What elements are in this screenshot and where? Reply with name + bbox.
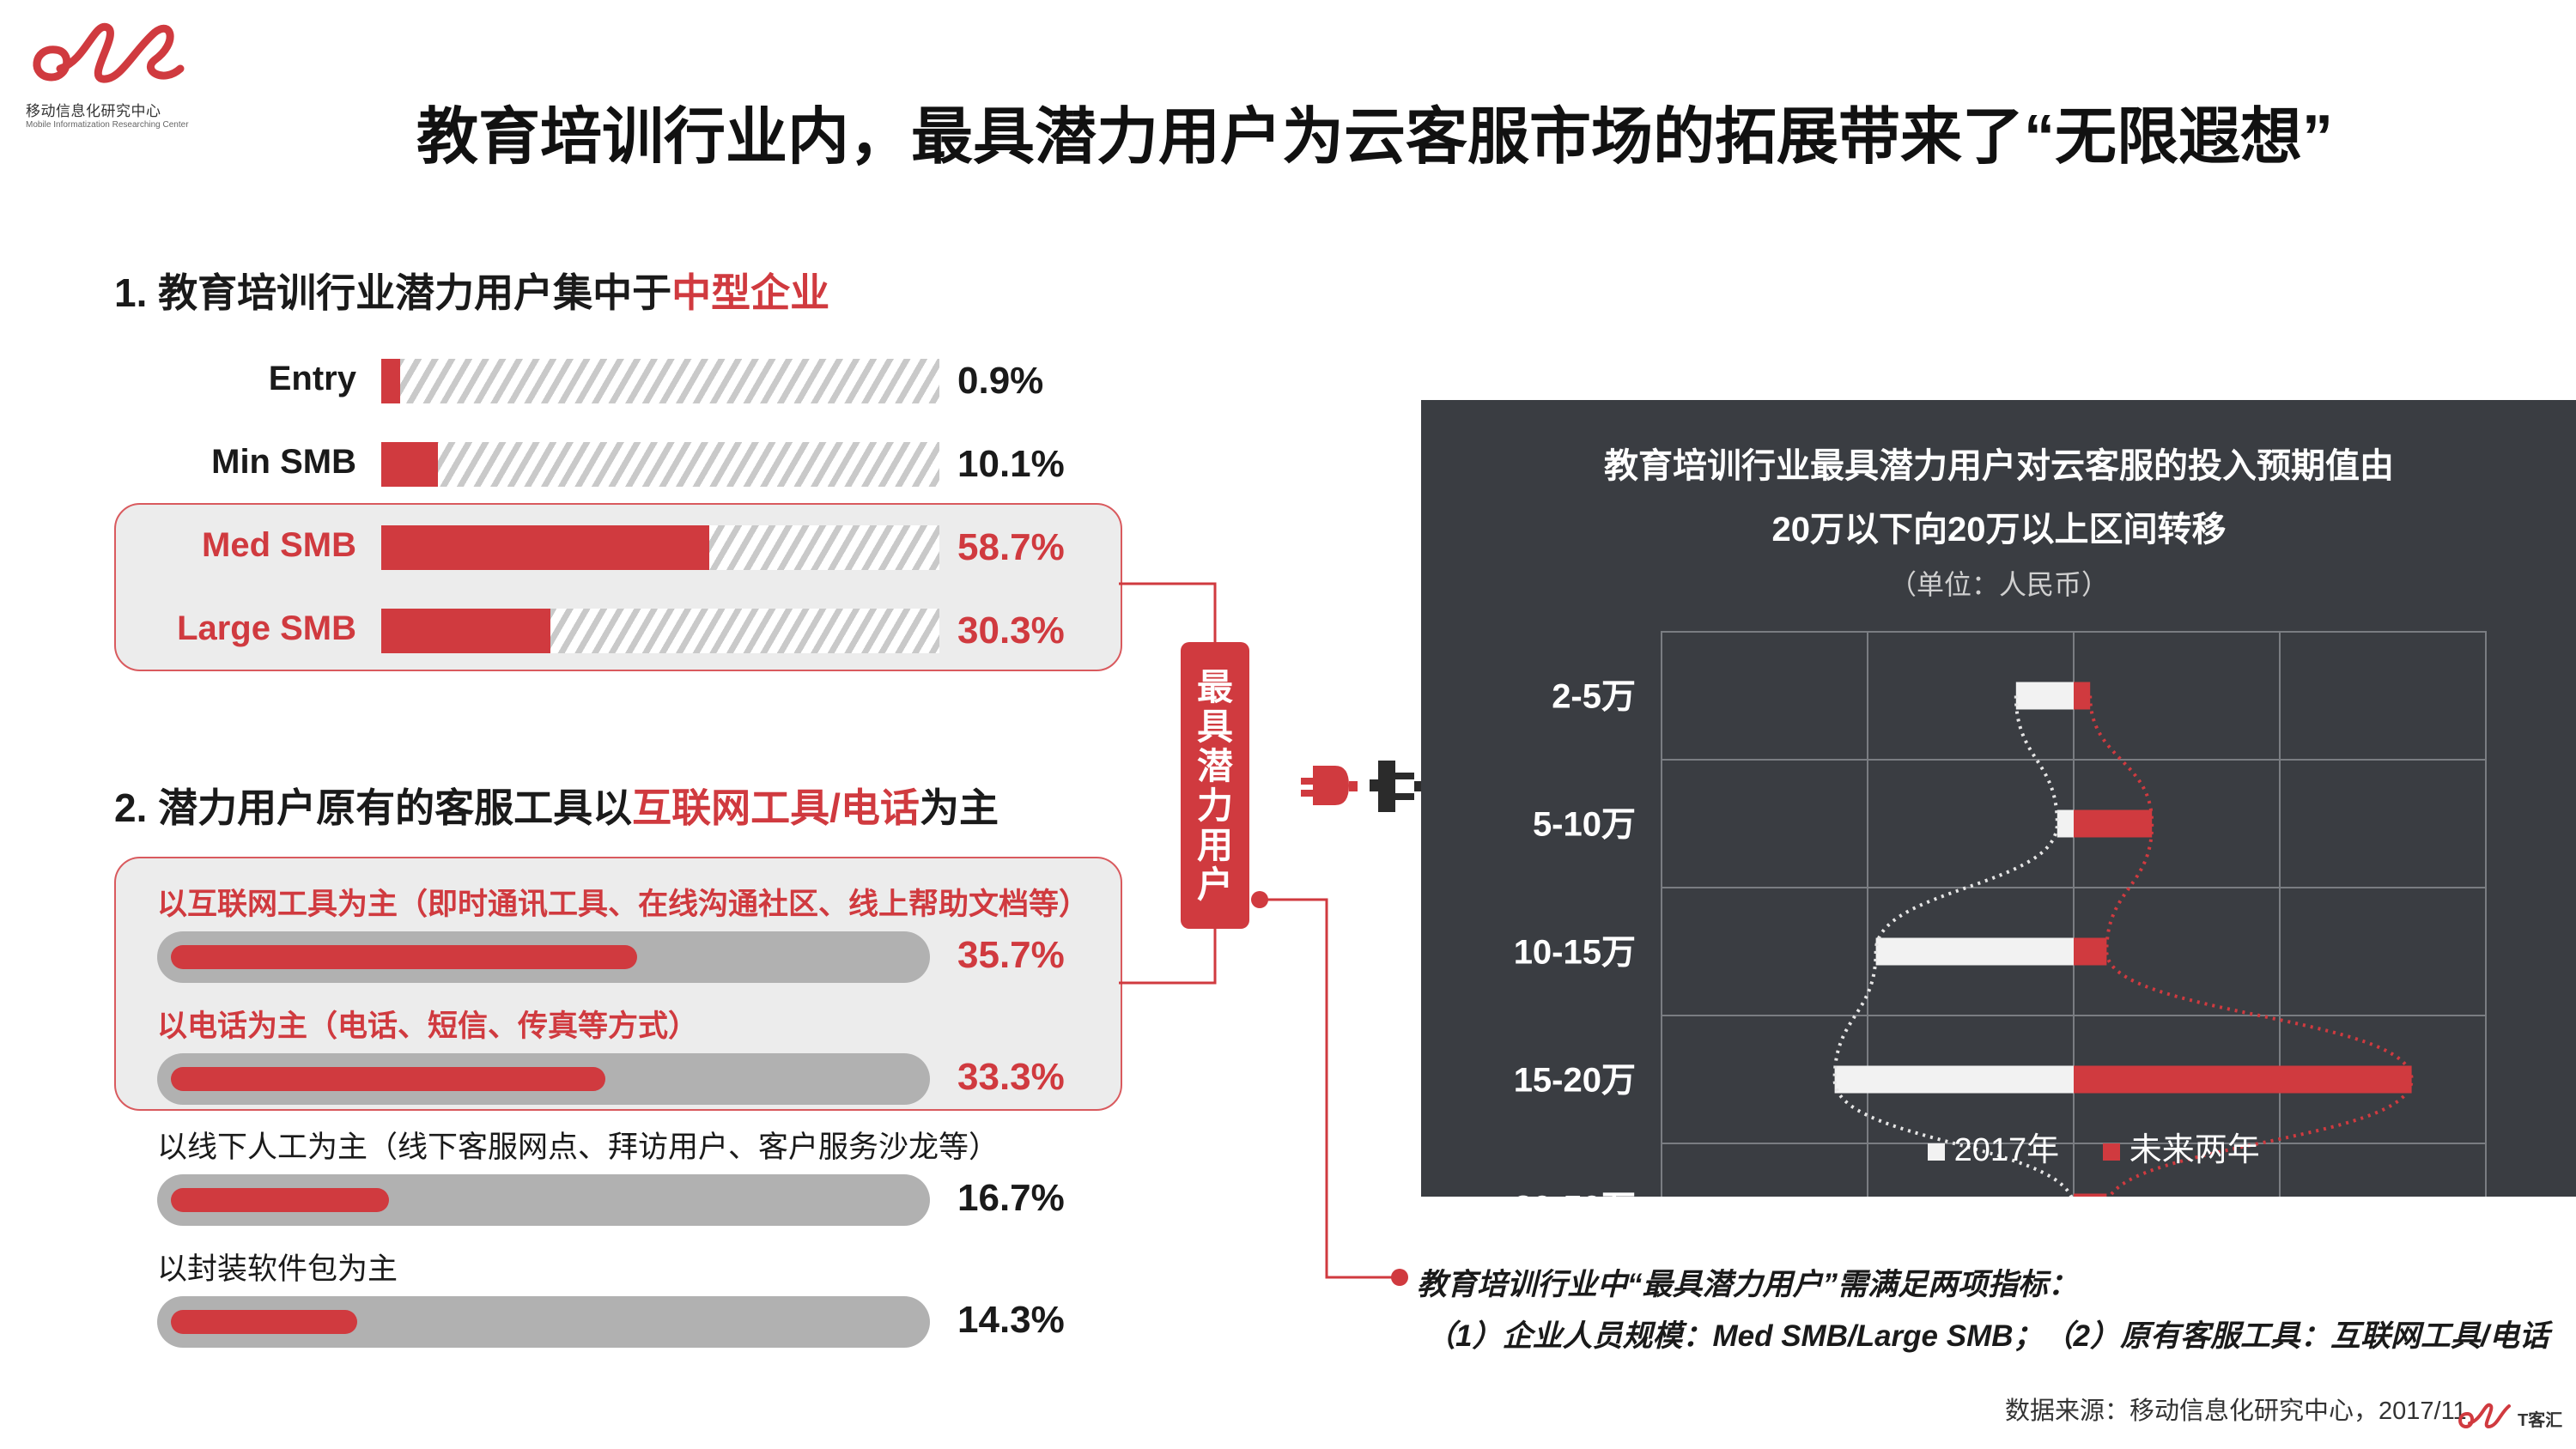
trend-curve-future <box>2088 695 2414 1197</box>
plug-icon <box>1301 761 1430 812</box>
investment-bar-chart: 2-5万 5-10万 10-15万 15-20万 20-50万 <box>1514 631 2487 1197</box>
company-size-label: Entry <box>268 360 356 397</box>
service-tool-pct: 14.3% <box>957 1299 1065 1341</box>
section2-title-suffix: 为主 <box>919 785 999 830</box>
service-tool-bar-track <box>157 1296 930 1348</box>
logo-org-en: Mobile Informatization Researching Cente… <box>26 120 189 130</box>
y-tick-label: 5-10万 <box>1533 806 1636 844</box>
y-tick-label: 2-5万 <box>1552 678 1636 716</box>
page-title: 教育培训行业内，最具潜力用户为云客服市场的拓展带来了“无限遐想” <box>416 103 2334 172</box>
note-line2: （1）企业人员规模：Med SMB/Large SMB；（2）原有客服工具：互联… <box>1425 1319 2549 1353</box>
chart-legend: 2017年 未来两年 <box>1928 1123 2260 1170</box>
service-tool-pct: 35.7% <box>957 934 1065 976</box>
bar-2017 <box>2015 682 2074 710</box>
bar-future <box>2074 809 2153 838</box>
section1-title: 1. 教育培训行业潜力用户集中于中型企业 <box>114 262 829 318</box>
company-size-pct: 10.1% <box>957 443 1065 485</box>
service-tool-label: 以线下人工为主（线下客服网点、拜访用户、客户服务沙龙等） <box>157 1131 999 1164</box>
service-tool-label: 以互联网工具为主（即时通讯工具、在线沟通社区、线上帮助文档等） <box>157 888 1090 921</box>
connector-label-box: 最具潜力用户 <box>1181 642 1249 929</box>
watermark-text: T客汇 <box>2518 1411 2563 1430</box>
logo-org-cn: 移动信息化研究中心 <box>26 103 161 119</box>
service-tool-bar-fill <box>171 1067 606 1091</box>
company-size-bar-track <box>381 525 939 570</box>
section2-title: 2. 潜力用户原有的客服工具以互联网工具/电话为主 <box>114 777 999 834</box>
service-tool-bar-fill <box>171 1188 389 1212</box>
company-size-bar-track <box>381 609 939 653</box>
watermark-logo: T客汇 <box>2456 1399 2567 1440</box>
service-tool-bar-track <box>157 931 930 983</box>
y-tick-label: 20-50万 <box>1514 1190 1636 1197</box>
company-size-label: Min SMB <box>211 443 356 481</box>
company-size-bar-fill <box>381 359 400 403</box>
legend-swatch-future <box>2103 1143 2121 1161</box>
service-tool-label: 以封装软件包为主 <box>157 1252 398 1286</box>
service-tool-bar-fill <box>171 945 637 969</box>
bar-future <box>2074 682 2091 710</box>
service-tool-label: 以电话为主（电话、短信、传真等方式） <box>157 1009 699 1043</box>
legend-label-future: 未来两年 <box>2129 1132 2260 1168</box>
bar-2017 <box>1875 937 2074 966</box>
bar-future <box>2074 937 2107 966</box>
company-size-label: Large SMB <box>177 609 356 647</box>
service-tool-pct: 16.7% <box>957 1177 1065 1219</box>
chart-title-line1: 教育培训行业最具潜力用户对云客服的投入预期值由 <box>1604 447 2394 485</box>
company-size-label: Med SMB <box>202 526 356 564</box>
company-size-pct: 30.3% <box>957 609 1065 652</box>
logo-mark-icon <box>33 22 185 83</box>
note-line1: 教育培训行业中“最具潜力用户”需满足两项指标： <box>1417 1268 2079 1301</box>
bar-2017 <box>2057 809 2074 838</box>
service-tool-bar-fill <box>171 1310 358 1334</box>
connector-label: 最具潜力用户 <box>1196 667 1233 905</box>
service-tool-bar-track <box>157 1174 930 1226</box>
bar-2017 <box>1834 1065 2074 1094</box>
bar-future <box>2074 1193 2107 1197</box>
y-tick-label: 15-20万 <box>1514 1062 1636 1100</box>
company-size-bar-track <box>381 442 939 487</box>
section2-title-prefix: 2. 潜力用户原有的客服工具以 <box>114 785 633 830</box>
logo: 移动信息化研究中心 Mobile Informatization Researc… <box>26 17 206 137</box>
chart-unit: （单位：人民币） <box>1888 569 2109 600</box>
investment-chart-panel: 教育培训行业最具潜力用户对云客服的投入预期值由 20万以下向20万以上区间转移 … <box>1421 400 2576 1197</box>
section1-title-prefix: 1. 教育培训行业潜力用户集中于 <box>114 270 672 315</box>
company-size-bar-track <box>381 359 939 403</box>
company-size-bar-fill <box>381 525 709 570</box>
service-tool-pct: 33.3% <box>957 1056 1065 1098</box>
company-size-pct: 0.9% <box>957 360 1044 402</box>
watermark-mark-icon <box>2458 1403 2511 1429</box>
company-size-bar-fill <box>381 609 550 653</box>
legend-label-2017: 2017年 <box>1953 1132 2060 1168</box>
chart-title-line2: 20万以下向20万以上区间转移 <box>1771 511 2227 549</box>
legend-swatch-2017 <box>1928 1143 1945 1161</box>
bar-future <box>2074 1065 2412 1094</box>
data-source: 数据来源：移动信息化研究中心，2017/11 <box>2005 1397 2467 1425</box>
y-tick-label: 10-15万 <box>1514 934 1636 972</box>
company-size-bar-fill <box>381 442 438 487</box>
section1-title-highlight: 中型企业 <box>671 270 830 315</box>
service-tool-bar-track <box>157 1053 930 1105</box>
trend-curve-2017 <box>1832 695 2074 1197</box>
company-size-pct: 58.7% <box>957 526 1065 568</box>
section2-title-highlight: 互联网工具/电话 <box>632 785 920 830</box>
